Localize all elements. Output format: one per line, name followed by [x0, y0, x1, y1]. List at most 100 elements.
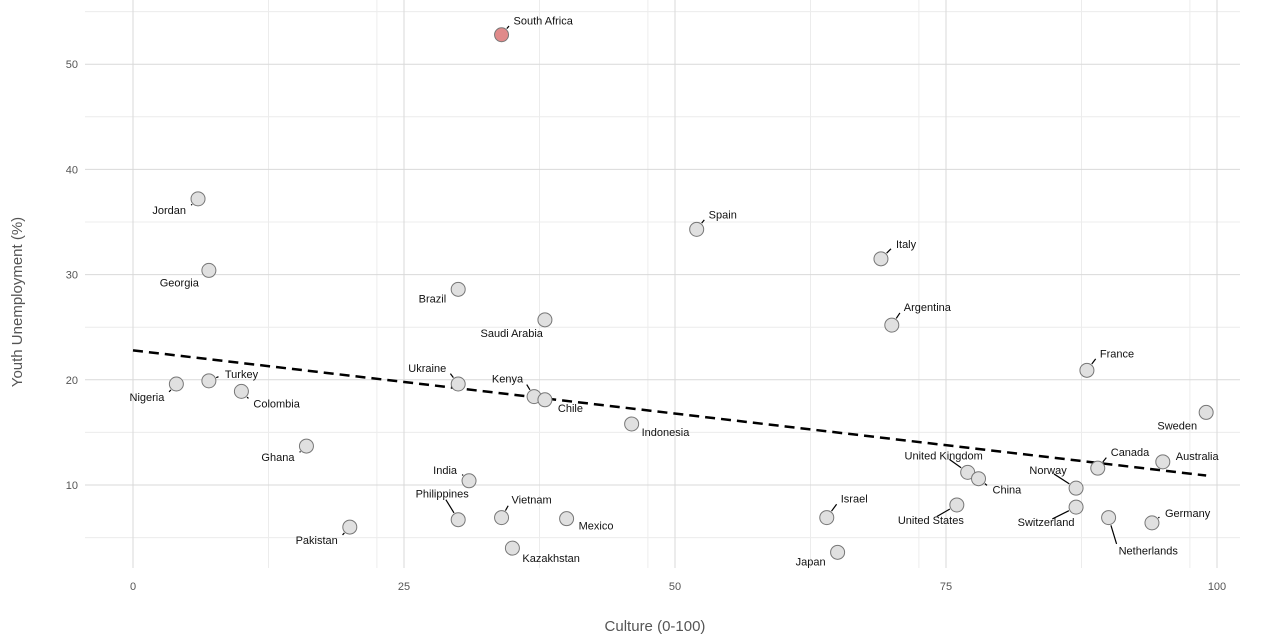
data-points	[168, 27, 1214, 560]
label-kazakhstan: Kazakhstan	[522, 553, 579, 565]
point-philippines	[450, 512, 466, 528]
leader-philippines	[445, 499, 455, 514]
point-nigeria	[168, 376, 184, 392]
leader-ghana	[299, 451, 301, 453]
leader-france	[1091, 358, 1097, 365]
label-mexico: Mexico	[579, 521, 614, 533]
label-philippines: Philippines	[416, 489, 470, 501]
point-sweden	[1198, 404, 1214, 420]
point-labels: South Africa Jordan Spain Italy Georgia Brazi…	[130, 16, 1220, 569]
y-tick-label: 40	[66, 164, 78, 176]
trend-line	[132, 349, 1207, 477]
point-germany	[1144, 515, 1160, 531]
label-italy: Italy	[896, 239, 917, 251]
point-italy	[873, 251, 889, 267]
label-india: India	[433, 465, 458, 477]
leader-united-states	[936, 508, 951, 518]
point-mexico	[559, 511, 575, 527]
y-tick-label: 30	[66, 270, 78, 282]
leader-turkey	[215, 376, 219, 379]
point-japan	[830, 544, 846, 560]
label-netherlands: Netherlands	[1119, 546, 1179, 558]
leader-united-kingdom	[949, 458, 962, 469]
label-brazil: Brazil	[419, 293, 447, 305]
leader-norway	[1053, 473, 1070, 485]
label-turkey: Turkey	[225, 369, 259, 381]
x-tick-label: 100	[1208, 581, 1226, 593]
label-indonesia: Indonesia	[642, 427, 691, 439]
x-axis-title: Culture (0-100)	[605, 618, 706, 635]
y-tick-label: 50	[66, 59, 78, 71]
label-argentina: Argentina	[904, 302, 952, 314]
tick-labels: 0 25 50 75 100 10 20 30 40 50	[66, 59, 1226, 593]
leader-china	[984, 483, 988, 486]
point-norway	[1068, 480, 1084, 496]
y-tick-label: 20	[66, 375, 78, 387]
point-ukraine	[450, 376, 466, 392]
leader-switzerland	[1052, 510, 1070, 520]
leader-ukraine	[449, 373, 454, 378]
label-chile: Chile	[558, 403, 583, 415]
point-china	[971, 471, 987, 487]
label-canada: Canada	[1111, 447, 1150, 459]
x-tick-label: 50	[669, 581, 681, 593]
point-netherlands	[1101, 510, 1117, 526]
label-united-states: United States	[898, 515, 965, 527]
label-ghana: Ghana	[261, 452, 295, 464]
point-brazil	[450, 281, 466, 297]
leader-israel	[831, 503, 838, 512]
label-australia: Australia	[1176, 451, 1220, 463]
label-japan: Japan	[796, 556, 826, 568]
point-pakistan	[342, 519, 358, 535]
label-saudi-arabia: Saudi Arabia	[481, 328, 544, 340]
label-switzerland: Switzerland	[1018, 517, 1075, 529]
label-south-africa: South Africa	[514, 16, 574, 28]
x-tick-label: 25	[398, 581, 410, 593]
point-india	[461, 473, 477, 489]
point-south-africa	[494, 27, 510, 43]
label-kenya: Kenya	[492, 374, 524, 386]
leader-netherlands	[1110, 525, 1118, 545]
leader-nigeria	[168, 389, 172, 393]
point-vietnam	[494, 510, 510, 526]
point-kazakhstan	[504, 540, 520, 556]
point-saudi-arabia	[537, 312, 553, 328]
label-norway: Norway	[1029, 465, 1067, 477]
leader-pakistan	[342, 532, 345, 536]
label-colombia: Colombia	[253, 398, 300, 410]
label-israel: Israel	[841, 494, 868, 506]
grid	[85, 0, 1240, 568]
label-france: France	[1100, 348, 1134, 360]
leader-vietnam	[504, 505, 509, 511]
point-georgia	[201, 262, 217, 278]
point-united-states	[949, 497, 965, 513]
label-nigeria: Nigeria	[130, 392, 166, 404]
leader-colombia	[246, 396, 249, 399]
leader-canada	[1102, 457, 1107, 463]
point-jordan	[190, 191, 206, 207]
label-germany: Germany	[1165, 508, 1211, 520]
point-canada	[1090, 460, 1106, 476]
x-tick-label: 75	[940, 581, 952, 593]
point-colombia	[233, 383, 249, 399]
trend-line-group	[132, 349, 1207, 477]
point-argentina	[884, 317, 900, 333]
label-spain: Spain	[709, 209, 737, 221]
point-ghana	[298, 438, 314, 454]
leader-jordan	[190, 203, 193, 206]
label-china: China	[993, 485, 1023, 497]
y-axis-title: Youth Unemployment (%)	[9, 217, 26, 387]
point-turkey	[201, 373, 217, 389]
label-united-kingdom: United Kingdom	[905, 450, 983, 462]
leader-argentina	[895, 312, 901, 319]
point-spain	[689, 221, 705, 237]
leader-germany	[1157, 516, 1160, 519]
leader-india	[461, 474, 464, 476]
point-chile	[537, 392, 553, 408]
leader-spain	[701, 219, 705, 224]
point-switzerland	[1068, 499, 1084, 515]
label-jordan: Jordan	[152, 205, 186, 217]
leader-kenya	[526, 384, 531, 391]
leader-italy	[886, 248, 892, 254]
